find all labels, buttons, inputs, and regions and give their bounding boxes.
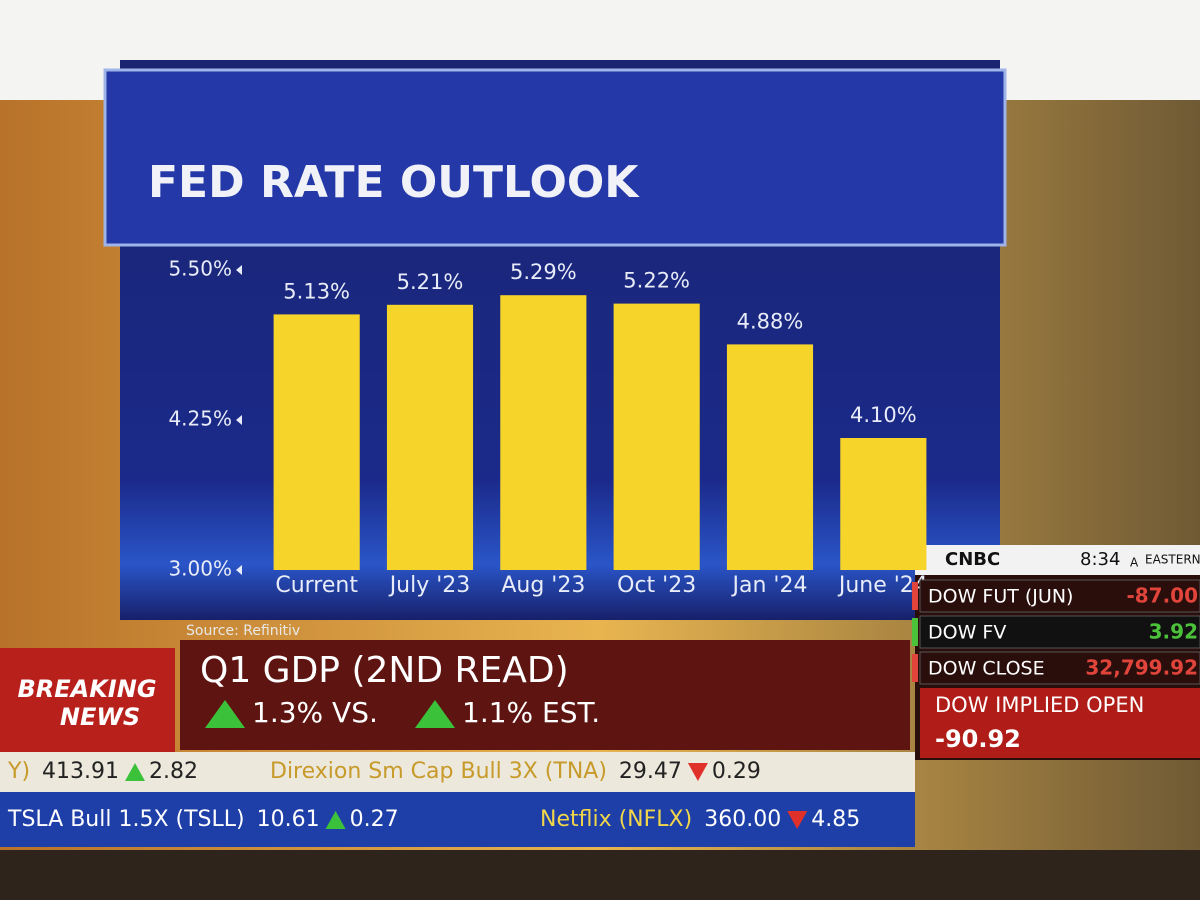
headline-title: Q1 GDP (2ND READ) bbox=[200, 650, 569, 691]
ticker-name: Y) bbox=[7, 759, 30, 784]
value-label: 5.22% bbox=[623, 269, 690, 293]
x-tick-label: Current bbox=[275, 573, 358, 598]
x-tick-label: July '23 bbox=[388, 573, 471, 598]
breaking-line2: NEWS bbox=[60, 703, 140, 731]
ticker-price: 360.00 bbox=[704, 807, 781, 832]
y-tick-mark bbox=[236, 265, 242, 275]
bar bbox=[613, 303, 700, 570]
title-bar bbox=[103, 68, 1007, 247]
ticker-name: Direxion Sm Cap Bull 3X (TNA) bbox=[270, 759, 607, 784]
implied-box bbox=[920, 688, 1200, 758]
zone: EASTERN bbox=[1145, 553, 1200, 567]
ticker-price: 10.61 bbox=[257, 807, 320, 832]
up-arrow bbox=[125, 763, 146, 781]
market-row bbox=[919, 651, 1200, 685]
network: CNBC bbox=[945, 549, 1000, 570]
y-tick-label: 4.25% bbox=[168, 407, 232, 431]
headline-actual: 1.3% VS. bbox=[252, 696, 378, 729]
row-indicator bbox=[912, 654, 918, 682]
ticker-change: 0.29 bbox=[712, 759, 761, 784]
up-arrow bbox=[415, 700, 455, 728]
ticker-name: TSLA Bull 1.5X (TSLL) bbox=[7, 807, 245, 832]
bezel bbox=[0, 850, 1200, 900]
ticker-change: 0.27 bbox=[350, 807, 399, 832]
bar bbox=[726, 344, 814, 570]
value-label: 4.10% bbox=[850, 403, 917, 427]
headline-estimate: 1.1% EST. bbox=[462, 696, 600, 729]
ticker-row bbox=[0, 752, 915, 792]
market-row bbox=[919, 579, 1200, 613]
breaking-line1: BREAKING bbox=[17, 675, 156, 703]
row-indicator bbox=[912, 582, 918, 610]
value-label: 4.88% bbox=[737, 309, 804, 333]
market-header bbox=[915, 545, 1200, 575]
bar bbox=[500, 295, 587, 570]
bar bbox=[840, 438, 927, 570]
ticker-name: Netflix (NFLX) bbox=[540, 807, 692, 832]
ticker-price: 413.91 bbox=[42, 759, 119, 784]
row-indicator bbox=[912, 618, 918, 646]
up-arrow bbox=[325, 811, 346, 829]
y-tick-mark bbox=[236, 415, 242, 425]
market-label: DOW FV bbox=[928, 622, 1006, 644]
up-arrow bbox=[205, 700, 245, 728]
bar bbox=[386, 304, 474, 570]
time: 8:34 bbox=[1080, 549, 1120, 570]
market-label: DOW FUT (JUN) bbox=[928, 586, 1073, 608]
ticker-change: 4.85 bbox=[811, 807, 860, 832]
y-tick-label: 5.50% bbox=[168, 257, 232, 281]
market-value: 32,799.92 bbox=[1085, 656, 1198, 680]
x-tick-label: Aug '23 bbox=[501, 573, 585, 598]
x-tick-label: Oct '23 bbox=[617, 573, 696, 598]
value-label: 5.21% bbox=[397, 270, 464, 294]
ticker-change: 2.82 bbox=[149, 759, 198, 784]
x-tick-label: Jan '24 bbox=[731, 573, 808, 598]
breaking-box bbox=[0, 648, 175, 768]
value-label: 5.29% bbox=[510, 260, 577, 284]
market-value: -87.00 bbox=[1126, 584, 1198, 608]
source: Source: Refinitiv bbox=[186, 623, 300, 639]
ticker-price: 29.47 bbox=[619, 759, 682, 784]
chart-title: FED RATE OUTLOOK bbox=[148, 157, 640, 208]
implied-label: DOW IMPLIED OPEN bbox=[935, 693, 1144, 717]
implied-value: -90.92 bbox=[935, 725, 1021, 753]
market-value: 3.92 bbox=[1149, 620, 1198, 644]
meridiem: A bbox=[1130, 556, 1139, 570]
market-label: DOW CLOSE bbox=[928, 658, 1045, 680]
ticker-row bbox=[0, 792, 915, 847]
headline-box bbox=[180, 640, 910, 750]
value-label: 5.13% bbox=[283, 279, 350, 303]
down-arrow bbox=[687, 763, 708, 781]
down-arrow bbox=[787, 811, 808, 829]
market-row bbox=[919, 615, 1200, 649]
bar bbox=[273, 314, 360, 570]
y-tick-label: 3.00% bbox=[168, 557, 232, 581]
y-tick-mark bbox=[236, 565, 242, 575]
